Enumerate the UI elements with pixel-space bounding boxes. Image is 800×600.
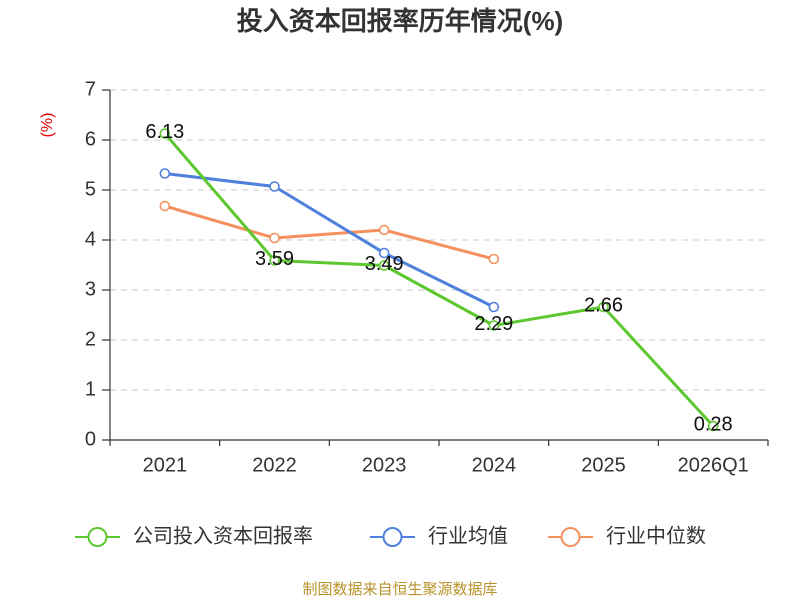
data-point (488, 320, 500, 331)
legend-item-label[interactable]: 行业中位数 (606, 524, 706, 547)
data-point (159, 200, 171, 212)
y-tick-label: 4 (85, 228, 96, 250)
series (159, 128, 719, 432)
chart-title: 投入资本回报率历年情况(%) (237, 6, 563, 36)
y-tick-label: 0 (85, 428, 96, 450)
x-tick-label: 2024 (472, 454, 517, 476)
x-tick-label: 2022 (252, 454, 297, 476)
data-point (378, 260, 390, 271)
y-tick-label: 5 (85, 178, 96, 200)
data-label: 2.29 (474, 313, 513, 335)
source-footer: 制图数据来自恒生聚源数据库 (302, 581, 497, 598)
data-point (269, 255, 280, 266)
y-tick-label: 2 (85, 328, 96, 350)
data-label: 3.59 (255, 248, 294, 270)
data-point (378, 247, 390, 259)
data-point (269, 181, 280, 192)
data-label: 0.28 (694, 413, 733, 435)
legend: 公司投入资本回报率 行业均值 行业中位数 (75, 524, 706, 547)
y-tick-label: 3 (85, 278, 96, 300)
y-tick-label: 6 (85, 128, 96, 150)
data-point (159, 128, 171, 139)
x-tick-label: 2026Q1 (678, 454, 749, 476)
legend-item-label[interactable]: 公司投入资本回报率 (133, 524, 313, 547)
data-label: 2.66 (584, 294, 623, 316)
data-point (488, 253, 500, 265)
data-point (488, 301, 500, 313)
y-tick-label: 1 (85, 378, 96, 400)
legend-marker (382, 527, 403, 547)
x-tick-label: 2021 (143, 454, 188, 476)
data-label: 3.49 (365, 253, 404, 275)
legend-marker (87, 527, 108, 547)
data-label: 6.13 (145, 121, 184, 143)
legend-marker (560, 527, 581, 547)
x-tick-label: 2025 (581, 454, 626, 476)
series-line-1 (163, 172, 496, 309)
data-point (269, 232, 280, 244)
series-line-2 (163, 204, 496, 261)
y-tick-label: 7 (85, 78, 96, 100)
series-line-0 (163, 132, 715, 428)
y-axis-label: (%) (39, 113, 56, 138)
axes: 0 1 2 3 4 5 6 7 2021 2022 2023 2024 2025 2026Q1 (%) (39, 78, 769, 476)
x-tick-label: 2023 (362, 454, 407, 476)
legend-item-label[interactable]: 行业均值 (428, 524, 508, 547)
data-point (159, 168, 171, 179)
data-point (598, 301, 609, 313)
data-point (378, 224, 390, 236)
data-labels: 6.13 3.59 3.49 2.29 2.66 0.28 (145, 121, 732, 436)
data-point (707, 420, 719, 432)
